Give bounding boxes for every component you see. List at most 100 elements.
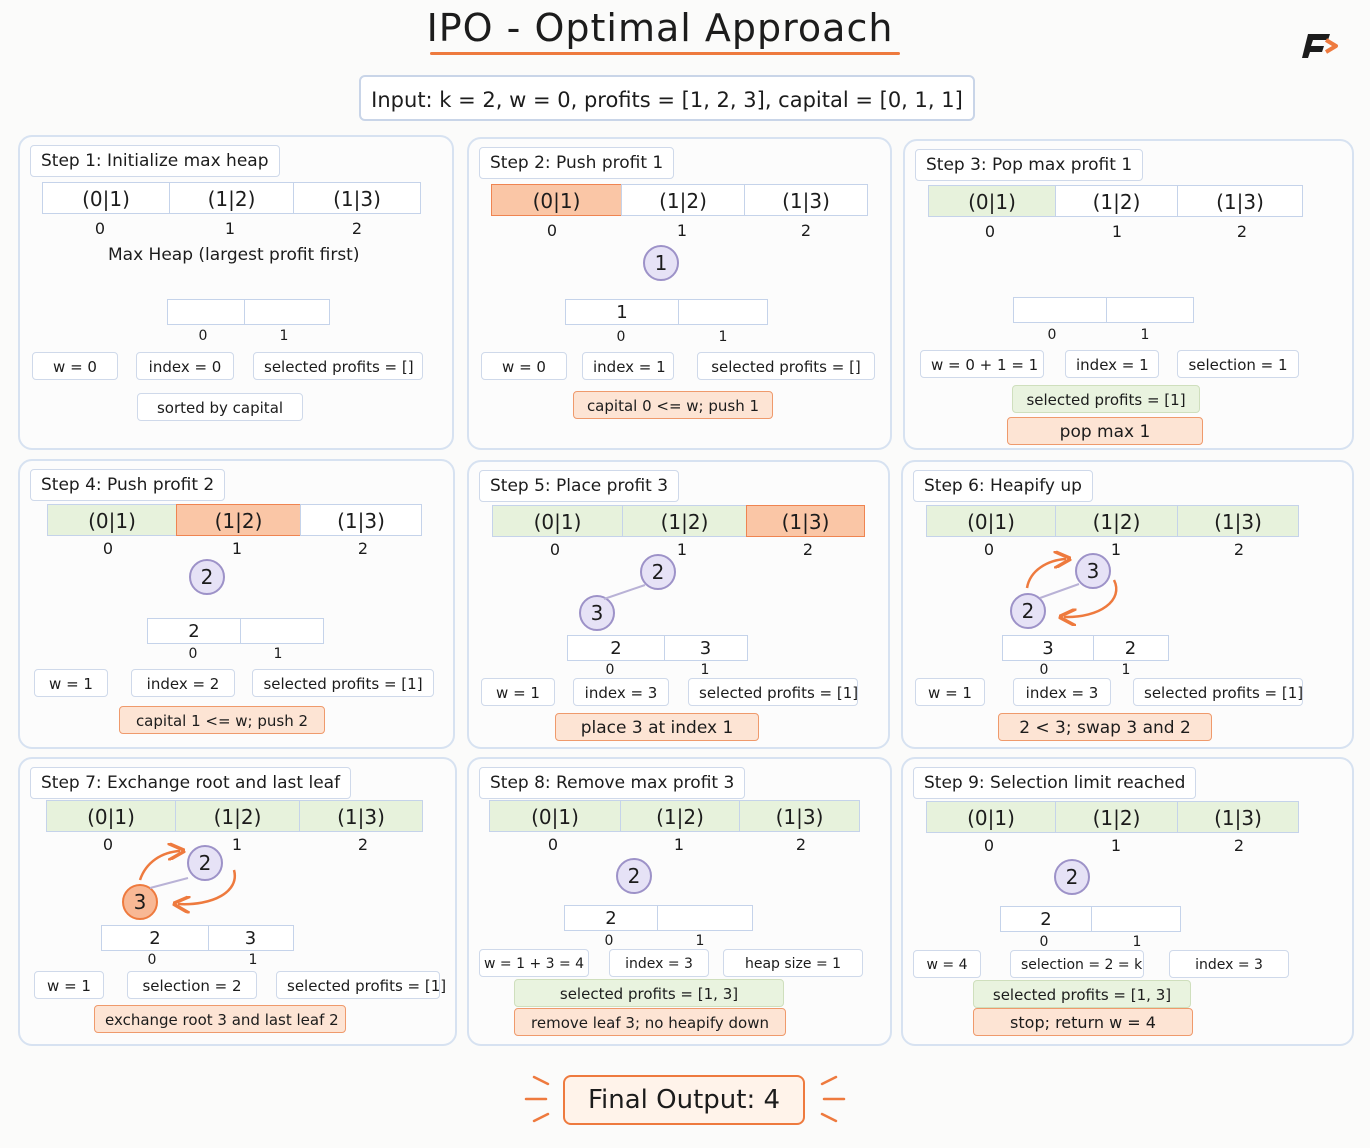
selected-box: selected profits = [1]	[688, 678, 858, 706]
array-cell: (1|3)	[300, 504, 422, 536]
w-box: w = 1	[34, 669, 108, 697]
action-box: pop max 1	[1007, 417, 1203, 445]
action-box: remove leaf 3; no heapify down	[514, 1008, 786, 1036]
heap-index: 1	[273, 646, 283, 662]
capital-profit-array: (0|1) (1|2) (1|3)	[42, 182, 421, 214]
array-index: 1	[1111, 222, 1123, 241]
heap-index: 0	[605, 662, 615, 678]
array-cell: (1|2)	[168, 182, 295, 214]
step-title: Step 3: Pop max profit 1	[915, 149, 1144, 181]
heap-cell	[167, 299, 245, 325]
heap-node: 1	[643, 245, 679, 281]
array-index: 0	[983, 836, 995, 855]
array-cell-done: (1|3)	[299, 800, 423, 832]
array-index: 0	[546, 221, 558, 240]
heap-index: 0	[198, 328, 208, 344]
step-8-panel: Step 8: Remove max profit 3 (0|1) (1|2) …	[467, 757, 892, 1046]
final-output: Final Output: 4	[563, 1075, 805, 1125]
index-box: index = 1	[1065, 350, 1159, 378]
action-box: capital 0 <= w; push 1	[573, 391, 773, 419]
array-index: 2	[357, 835, 369, 854]
index-box: index = 1	[582, 352, 674, 380]
capital-profit-array: (0|1) (1|2) (1|3)	[928, 185, 1303, 217]
capital-profit-array: (0|1) (1|2) (1|3)	[492, 505, 865, 537]
capital-profit-array: (0|1) (1|2) (1|3)	[491, 184, 868, 216]
selection-box: selection = 1	[1177, 350, 1299, 378]
heap-node-root: 2	[640, 554, 676, 590]
array-index: 1	[231, 835, 243, 854]
heap-array: 2	[147, 618, 324, 644]
capital-profit-array: (0|1) (1|2) (1|3)	[47, 504, 422, 536]
heap-array: 2	[1000, 906, 1181, 932]
step-1-panel: Step 1: Initialize max heap (0|1) (1|2) …	[18, 135, 454, 450]
array-cell-done: (0|1)	[489, 800, 621, 832]
heap-index: 1	[279, 328, 289, 344]
step-title: Step 1: Initialize max heap	[30, 145, 280, 177]
array-cell: (1|3)	[293, 182, 421, 214]
array-cell-done: (0|1)	[46, 800, 176, 832]
heap-index: 1	[1132, 934, 1142, 950]
array-index: 1	[224, 219, 236, 238]
array-cell: (1|2)	[620, 184, 746, 216]
w-box: w = 0 + 1 = 1	[920, 350, 1044, 378]
selection-box: selection = 2 = k	[1010, 950, 1144, 978]
heap-node-leaf: 3	[579, 595, 615, 631]
step-2-panel: Step 2: Push profit 1 (0|1) (1|2) (1|3) …	[467, 137, 892, 450]
array-index: 0	[102, 835, 114, 854]
heap-node: 2	[616, 858, 652, 894]
heap-node: 2	[189, 559, 225, 595]
heap-index: 0	[604, 933, 614, 949]
array-index: 1	[231, 539, 243, 558]
heap-index: 0	[188, 646, 198, 662]
array-cell: (1|2)	[1054, 185, 1179, 217]
array-index: 2	[1233, 836, 1245, 855]
heap-node-leaf-highlight: 3	[122, 884, 158, 920]
array-cell: (0|1)	[42, 182, 170, 214]
heap-cell: 2	[567, 635, 665, 661]
step-title: Step 5: Place profit 3	[479, 470, 680, 502]
heap-index: 1	[1140, 327, 1150, 343]
selection-box: selection = 2	[127, 971, 257, 999]
heap-array: 2 3	[101, 925, 294, 951]
heap-array	[1013, 297, 1194, 323]
index-box: index = 3	[573, 678, 669, 706]
array-index: 2	[795, 835, 807, 854]
array-cell-done: (0|1)	[492, 505, 623, 537]
array-index: 2	[1233, 540, 1245, 559]
index-box: index = 3	[609, 949, 709, 977]
action-box: capital 1 <= w; push 2	[119, 706, 325, 734]
step-5-panel: Step 5: Place profit 3 (0|1) (1|2) (1|3)…	[467, 460, 890, 749]
heap-array: 1	[565, 299, 768, 325]
array-cell: (1|3)	[1177, 185, 1303, 217]
heap-index: 0	[1039, 934, 1049, 950]
heap-cell	[1013, 297, 1107, 323]
w-box: w = 1 + 3 = 4	[479, 949, 589, 977]
capital-profit-array: (0|1) (1|2) (1|3)	[926, 505, 1299, 537]
array-index: 1	[673, 835, 685, 854]
selected-box: selected profits = []	[253, 352, 423, 380]
heap-index: 1	[700, 662, 710, 678]
action-box: sorted by capital	[137, 393, 303, 421]
heap-note: Max Heap (largest profit first)	[108, 245, 360, 265]
w-box: w = 0	[481, 352, 567, 380]
heap-cell: 3	[207, 925, 294, 951]
array-cell-done: (0|1)	[926, 801, 1056, 833]
heap-index: 0	[616, 329, 626, 345]
step-9-panel: Step 9: Selection limit reached (0|1) (1…	[901, 757, 1354, 1046]
array-cell-done: (1|3)	[739, 800, 860, 832]
heap-size-box: heap size = 1	[723, 949, 863, 977]
array-index: 1	[676, 540, 688, 559]
selected-box: selected profits = []	[697, 352, 875, 380]
array-cell-done: (1|3)	[1177, 801, 1299, 833]
array-cell-done: (1|2)	[1054, 801, 1179, 833]
array-cell: (1|3)	[744, 184, 868, 216]
heap-cell: 2	[1000, 906, 1092, 932]
heap-array	[167, 299, 330, 325]
array-index: 2	[351, 219, 363, 238]
selected-box: selected profits = [1]	[1012, 385, 1200, 413]
input-description: Input: k = 2, w = 0, profits = [1, 2, 3]…	[359, 75, 975, 121]
step-title: Step 6: Heapify up	[913, 470, 1093, 502]
heap-cell	[1105, 297, 1194, 323]
w-box: w = 1	[915, 678, 985, 706]
heap-node-root: 3	[1075, 553, 1111, 589]
